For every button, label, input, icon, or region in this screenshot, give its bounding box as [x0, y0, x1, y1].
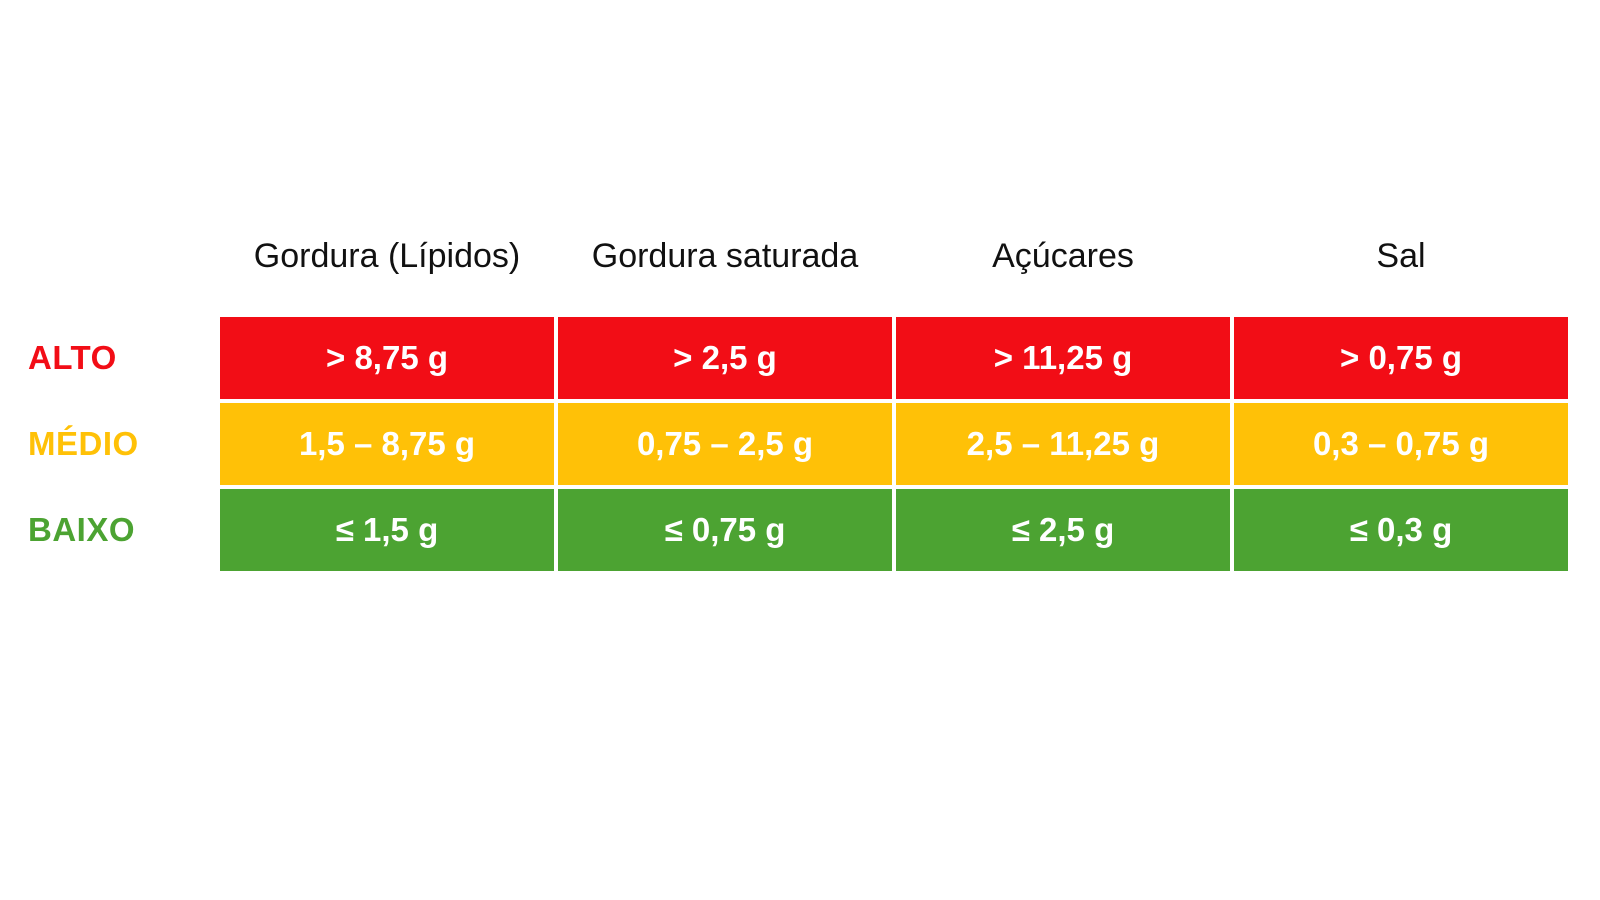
cell-medio-salt: 0,3 – 0,75 g [1234, 403, 1568, 485]
cell-medio-fat: 1,5 – 8,75 g [220, 403, 554, 485]
cell-alto-salt: > 0,75 g [1234, 317, 1568, 399]
cell-baixo-sugars: ≤ 2,5 g [896, 489, 1230, 571]
cell-medio-sugars: 2,5 – 11,25 g [896, 403, 1230, 485]
column-header-saturated-fat: Gordura saturada [591, 237, 859, 275]
cell-medio-saturated-fat: 0,75 – 2,5 g [558, 403, 892, 485]
column-header-salt: Sal [1376, 237, 1426, 275]
cell-baixo-salt: ≤ 0,3 g [1234, 489, 1568, 571]
cell-baixo-fat: ≤ 1,5 g [220, 489, 554, 571]
cell-alto-sugars: > 11,25 g [896, 317, 1230, 399]
cell-alto-fat: > 8,75 g [220, 317, 554, 399]
row-label-alto: ALTO [28, 339, 117, 376]
column-header-fat: Gordura (Lípidos) [253, 237, 521, 275]
cell-alto-saturated-fat: > 2,5 g [558, 317, 892, 399]
nutrition-traffic-light-table: Gordura (Lípidos) Gordura saturada Açúca… [28, 214, 1568, 571]
cell-baixo-saturated-fat: ≤ 0,75 g [558, 489, 892, 571]
column-header-sugars: Açúcares [992, 237, 1134, 275]
table-corner-spacer [28, 214, 216, 313]
row-label-medio: MÉDIO [28, 425, 139, 462]
row-label-baixo: BAIXO [28, 511, 136, 548]
